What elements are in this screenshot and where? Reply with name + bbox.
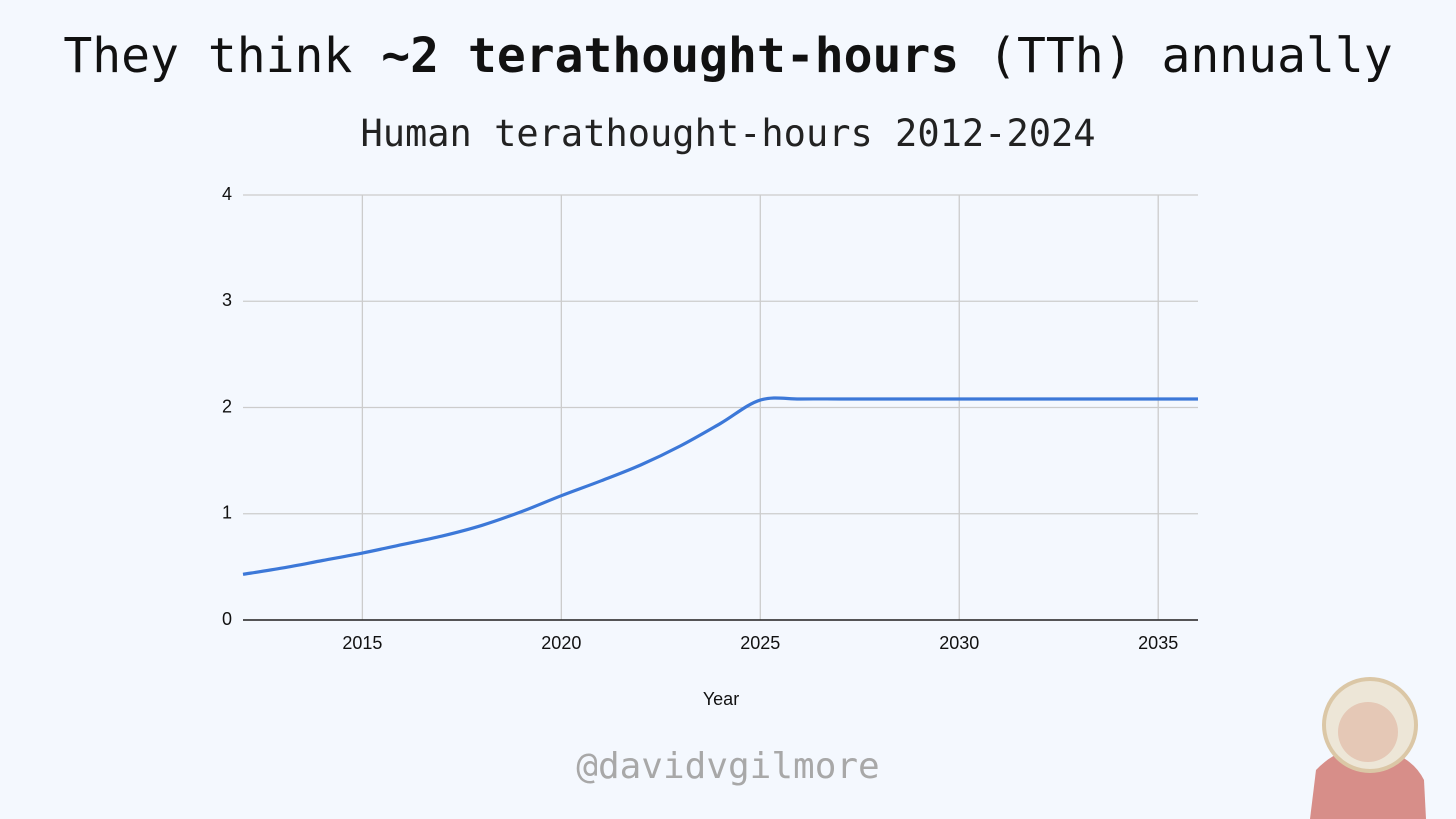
x-tick-label: 2015 <box>342 633 382 653</box>
y-tick-label: 1 <box>222 503 232 523</box>
avatar <box>1310 677 1426 819</box>
x-tick-label: 2035 <box>1138 633 1178 653</box>
x-tick-label: 2025 <box>740 633 780 653</box>
y-tick-label: 3 <box>222 290 232 310</box>
x-axis-label: Year <box>703 689 739 709</box>
y-tick-label: 4 <box>222 184 232 204</box>
watermark: @davidvgilmore <box>576 746 880 787</box>
data-line <box>242 396 1198 576</box>
title-bold: ~2 terathought-hours <box>381 28 960 84</box>
title-part: (TTh) annually <box>988 28 1393 84</box>
subtitle: Human terathought-hours 2012-2024 <box>360 112 1096 155</box>
title: They think ~2 terathought-hours (TTh) an… <box>0 28 1456 84</box>
x-tick-label: 2030 <box>939 633 979 653</box>
title-part: They think <box>63 28 353 84</box>
y-tick-label: 0 <box>222 609 232 629</box>
y-tick-label: 2 <box>222 396 232 416</box>
x-tick-label: 2020 <box>541 633 581 653</box>
